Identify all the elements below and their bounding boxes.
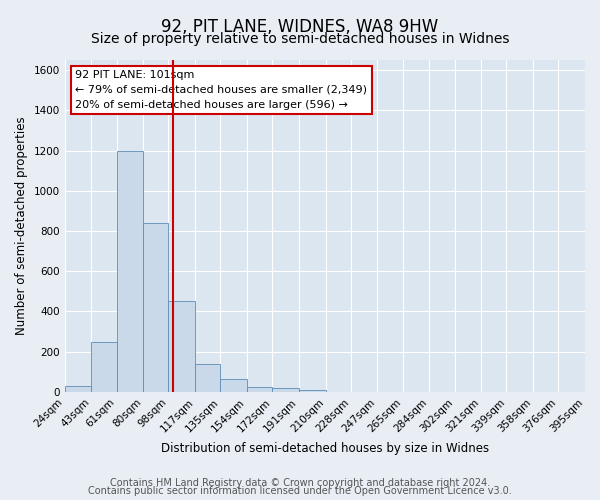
- Bar: [220, 379, 247, 392]
- Bar: [91, 342, 116, 392]
- Bar: [195, 364, 220, 392]
- Bar: [65, 386, 91, 392]
- Text: Contains public sector information licensed under the Open Government Licence v3: Contains public sector information licen…: [88, 486, 512, 496]
- Text: Size of property relative to semi-detached houses in Widnes: Size of property relative to semi-detach…: [91, 32, 509, 46]
- Y-axis label: Number of semi-detached properties: Number of semi-detached properties: [15, 116, 28, 336]
- Bar: [299, 390, 326, 392]
- Bar: [143, 223, 169, 392]
- Bar: [272, 388, 299, 392]
- X-axis label: Distribution of semi-detached houses by size in Widnes: Distribution of semi-detached houses by …: [161, 442, 489, 455]
- Text: 92 PIT LANE: 101sqm
← 79% of semi-detached houses are smaller (2,349)
20% of sem: 92 PIT LANE: 101sqm ← 79% of semi-detach…: [75, 70, 367, 110]
- Text: 92, PIT LANE, WIDNES, WA8 9HW: 92, PIT LANE, WIDNES, WA8 9HW: [161, 18, 439, 36]
- Text: Contains HM Land Registry data © Crown copyright and database right 2024.: Contains HM Land Registry data © Crown c…: [110, 478, 490, 488]
- Bar: [247, 387, 272, 392]
- Bar: [116, 150, 143, 392]
- Bar: [169, 302, 195, 392]
